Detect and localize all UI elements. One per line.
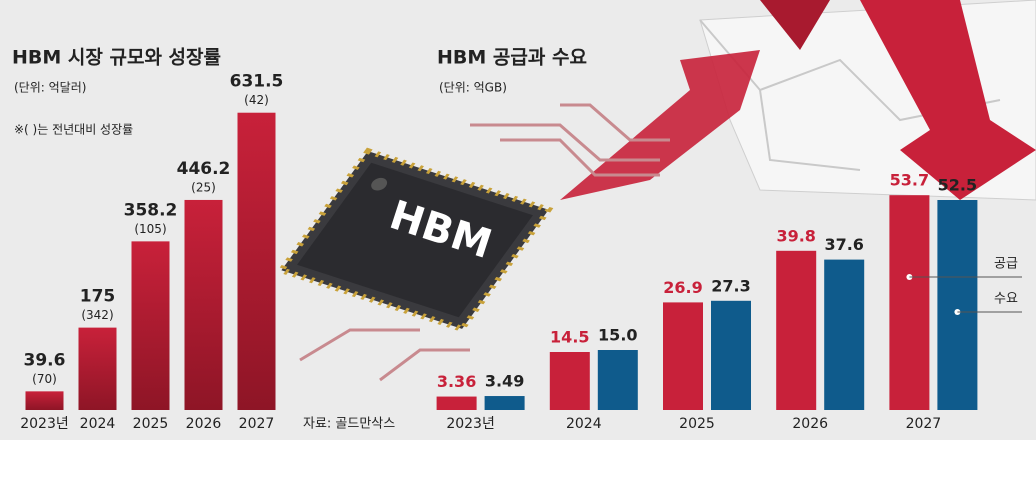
- bar: [184, 199, 223, 410]
- bar: [78, 327, 117, 410]
- legend-label: 수요: [994, 292, 1018, 307]
- chart-title: HBM 공급과 수요: [437, 47, 587, 69]
- value-label: 631.5: [230, 72, 284, 92]
- bar: [711, 300, 751, 410]
- x-tick-label: 2023년: [20, 416, 69, 432]
- bar: [776, 250, 817, 410]
- value-label: 37.6: [824, 235, 863, 254]
- value-label: 358.2: [124, 200, 178, 220]
- footer-strip: [0, 440, 1036, 478]
- bar: [889, 195, 930, 410]
- chart-note: ※( )는 전년대비 성장률: [14, 123, 133, 137]
- x-tick-label: 2024: [80, 416, 116, 432]
- value-label: 26.9: [663, 278, 702, 297]
- x-tick-label: 2026: [186, 416, 222, 432]
- bar: [824, 259, 865, 410]
- growth-label: (342): [81, 308, 113, 322]
- x-tick-label: 2025: [133, 416, 169, 432]
- bar: [549, 352, 590, 410]
- x-tick-label: 2024: [566, 416, 602, 432]
- x-tick-label: 2027: [239, 416, 275, 432]
- bar: [237, 112, 276, 410]
- bar: [436, 396, 477, 410]
- source: 자료: 골드만삭스: [303, 417, 395, 432]
- value-label: 39.6: [24, 350, 66, 370]
- value-label: 446.2: [177, 159, 231, 179]
- decoration: HBM: [276, 0, 1036, 382]
- x-tick-label: 2026: [792, 416, 828, 432]
- bar: [663, 302, 703, 410]
- growth-label: (70): [32, 372, 57, 386]
- value-label: 53.7: [890, 171, 929, 190]
- bar: [131, 241, 170, 410]
- value-label: 3.49: [485, 372, 524, 391]
- x-tick-label: 2023년: [446, 416, 495, 432]
- value-label: 14.5: [550, 328, 589, 347]
- growth-label: (105): [134, 222, 166, 236]
- value-label: 27.3: [711, 276, 750, 295]
- bar: [484, 396, 525, 410]
- bar: [597, 350, 638, 410]
- bar: [25, 391, 64, 410]
- chart-subtitle: (단위: 억GB): [439, 81, 507, 95]
- x-tick-label: 2025: [679, 416, 715, 432]
- bar: [937, 200, 978, 410]
- growth-label: (25): [191, 180, 216, 194]
- value-label: 3.36: [437, 372, 476, 391]
- value-label: 52.5: [938, 176, 977, 195]
- growth-label: (42): [244, 93, 269, 107]
- value-label: 175: [80, 287, 116, 307]
- x-tick-label: 2027: [906, 416, 942, 432]
- value-label: 15.0: [598, 326, 637, 345]
- chart-title: HBM 시장 규모와 성장률: [12, 47, 221, 69]
- chart-subtitle: (단위: 억달러): [14, 81, 86, 95]
- legend-label: 공급: [994, 257, 1018, 272]
- value-label: 39.8: [776, 226, 815, 245]
